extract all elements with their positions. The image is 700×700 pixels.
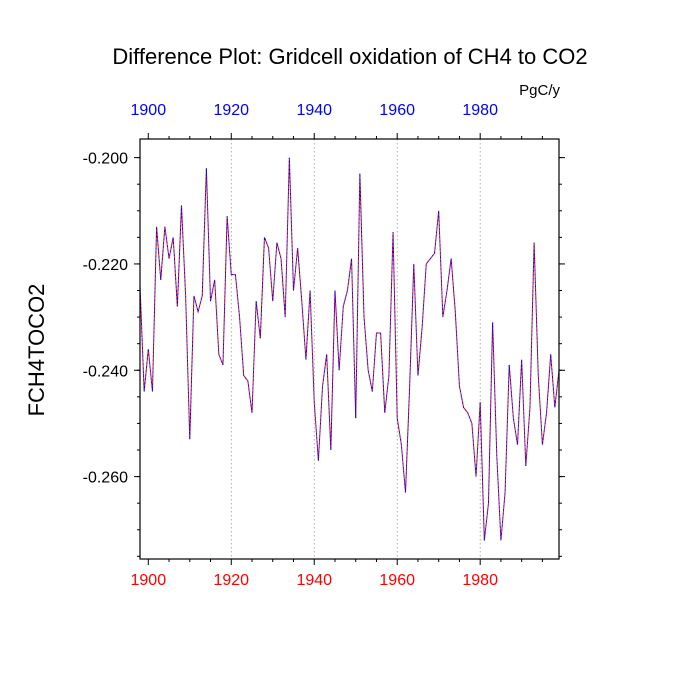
- units-label: PgC/y: [519, 82, 560, 99]
- plot-frame: [139, 138, 560, 560]
- x-tick-label-top: 1900: [131, 102, 167, 119]
- x-tick-label-bottom: 1920: [213, 572, 249, 589]
- x-tick-label-top: 1980: [462, 102, 498, 119]
- y-tick-label: -0.220: [83, 257, 128, 274]
- series-line-1: [139, 157, 560, 541]
- axis-layer: 1900 1900 1920 1920 1940 1940 1960 1960 1980 1980…: [83, 102, 565, 589]
- x-tick-label-bottom: 1960: [379, 572, 415, 589]
- chart-title: Difference Plot: Gridcell oxidation of C…: [112, 44, 587, 69]
- x-tick-label-bottom: 1940: [296, 572, 332, 589]
- series-line-2: [139, 157, 560, 541]
- series-layer: [139, 157, 560, 541]
- x-tick-label-top: 1940: [296, 102, 332, 119]
- y-tick-label: -0.260: [83, 470, 128, 487]
- x-tick-label-bottom: 1980: [462, 572, 498, 589]
- x-tick-label-top: 1920: [213, 102, 249, 119]
- y-axis-label: FCH4TOCO2: [24, 284, 49, 417]
- y-tick-label: -0.200: [83, 151, 128, 168]
- x-tick-label-top: 1960: [379, 102, 415, 119]
- x-tick-label-bottom: 1900: [131, 572, 167, 589]
- y-tick-label: -0.240: [83, 363, 128, 380]
